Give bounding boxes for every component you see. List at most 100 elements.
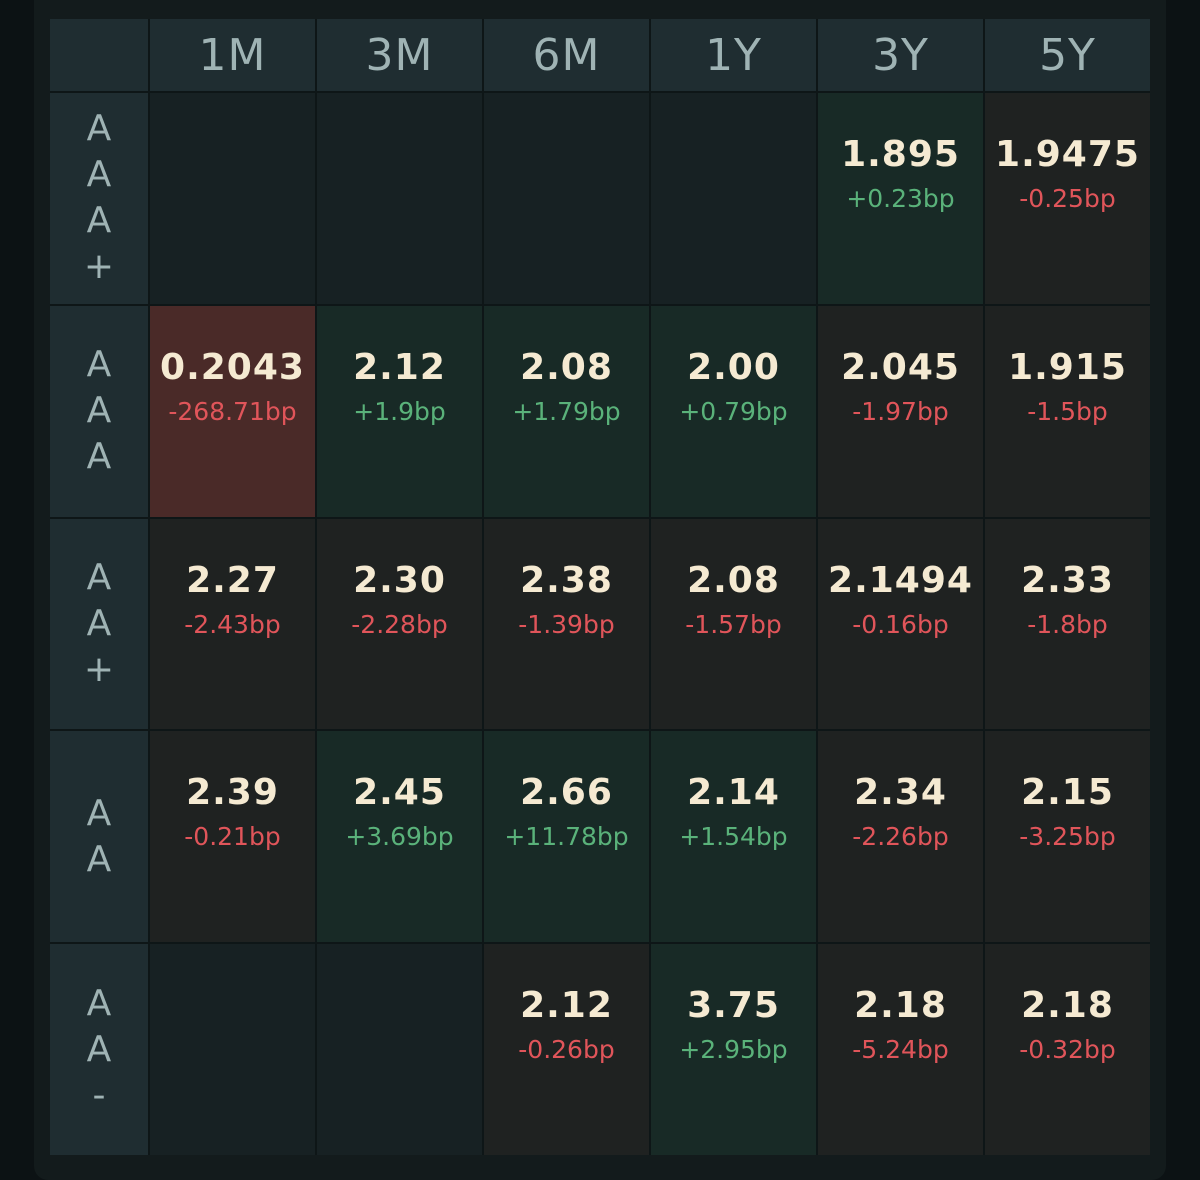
- change-value: +1.9bp: [353, 396, 446, 426]
- change-value: -2.43bp: [184, 609, 281, 639]
- yield-value: 2.27: [186, 559, 279, 601]
- grid-corner: [50, 19, 148, 91]
- rating-char: -: [92, 1074, 106, 1116]
- column-header-5y[interactable]: 5Y: [985, 19, 1150, 91]
- rating-char: A: [86, 1028, 112, 1070]
- yield-cell[interactable]: 2.33 -1.8bp: [985, 518, 1150, 730]
- rating-char: A: [86, 792, 112, 834]
- change-value: -0.26bp: [518, 1035, 615, 1065]
- yield-cell[interactable]: 2.27 -2.43bp: [150, 518, 315, 730]
- rating-char: A: [86, 982, 112, 1024]
- change-value: -3.25bp: [1019, 822, 1116, 852]
- empty-cell: [484, 93, 649, 304]
- yield-value: 3.75: [687, 985, 780, 1027]
- yield-cell[interactable]: 1.915 -1.5bp: [985, 305, 1150, 517]
- yield-value: 2.18: [854, 985, 947, 1027]
- yield-cell[interactable]: 2.00 +0.79bp: [651, 305, 816, 517]
- yield-cell[interactable]: 2.18 -0.32bp: [985, 944, 1150, 1155]
- change-value: -0.25bp: [1019, 184, 1116, 213]
- yield-cell[interactable]: 2.14 +1.54bp: [651, 731, 816, 943]
- yield-matrix-grid: 1M 3M 6M 1Y 3Y 5Y A A A +1.895 +0.23bp 1.9475 -0.25b…: [50, 19, 1150, 1155]
- rating-char: +: [83, 246, 115, 288]
- row-header-aaaplus[interactable]: A A A +: [50, 93, 148, 304]
- rating-char: A: [86, 154, 112, 196]
- change-value: +3.69bp: [345, 822, 454, 852]
- yield-cell[interactable]: 2.39 -0.21bp: [150, 731, 315, 943]
- yield-value: 2.30: [353, 559, 446, 601]
- change-value: +0.79bp: [679, 396, 788, 426]
- column-header-3m[interactable]: 3M: [317, 19, 482, 91]
- yield-value: 1.915: [1008, 346, 1127, 388]
- yield-value: 0.2043: [160, 346, 305, 388]
- empty-cell: [317, 93, 482, 304]
- yield-cell[interactable]: 2.45 +3.69bp: [317, 731, 482, 943]
- yield-value: 2.14: [687, 772, 780, 814]
- yield-value: 2.00: [687, 346, 780, 388]
- empty-cell: [150, 944, 315, 1155]
- change-value: +1.79bp: [512, 396, 621, 426]
- yield-cell[interactable]: 2.08 +1.79bp: [484, 305, 649, 517]
- yield-value: 2.18: [1021, 985, 1114, 1027]
- yield-cell[interactable]: 2.045 -1.97bp: [818, 305, 983, 517]
- empty-cell: [150, 93, 315, 304]
- empty-cell: [651, 93, 816, 304]
- yield-value: 2.33: [1021, 559, 1114, 601]
- yield-cell[interactable]: 2.66 +11.78bp: [484, 731, 649, 943]
- rating-char: A: [86, 108, 112, 150]
- yield-value: 2.1494: [828, 559, 973, 601]
- change-value: +1.54bp: [679, 822, 788, 852]
- rating-char: A: [86, 390, 112, 432]
- yield-value: 2.08: [687, 559, 780, 601]
- yield-cell[interactable]: 2.38 -1.39bp: [484, 518, 649, 730]
- rating-char: A: [86, 602, 112, 644]
- yield-cell[interactable]: 2.34 -2.26bp: [818, 731, 983, 943]
- rating-char: A: [86, 436, 112, 478]
- yield-cell[interactable]: 2.30 -2.28bp: [317, 518, 482, 730]
- yield-cell[interactable]: 2.12 -0.26bp: [484, 944, 649, 1155]
- empty-cell: [317, 944, 482, 1155]
- rating-char: A: [86, 838, 112, 880]
- yield-cell[interactable]: 1.895 +0.23bp: [818, 93, 983, 304]
- yield-value: 1.895: [841, 134, 960, 175]
- column-header-3y[interactable]: 3Y: [818, 19, 983, 91]
- yield-cell[interactable]: 2.15 -3.25bp: [985, 731, 1150, 943]
- yield-cell[interactable]: 3.75 +2.95bp: [651, 944, 816, 1155]
- change-value: -5.24bp: [852, 1035, 949, 1065]
- change-value: +11.78bp: [504, 822, 629, 852]
- rating-char: A: [86, 200, 112, 242]
- change-value: -0.16bp: [852, 609, 949, 639]
- rating-char: A: [86, 344, 112, 386]
- row-header-aaplus[interactable]: A A +: [50, 518, 148, 730]
- yield-value: 2.045: [841, 346, 960, 388]
- yield-cell[interactable]: 1.9475 -0.25bp: [985, 93, 1150, 304]
- yield-value: 2.66: [520, 772, 613, 814]
- change-value: +0.23bp: [846, 184, 955, 213]
- yield-cell[interactable]: 0.2043 -268.71bp: [150, 305, 315, 517]
- yield-value: 2.45: [353, 772, 446, 814]
- yield-value: 2.08: [520, 346, 613, 388]
- yield-value: 2.15: [1021, 772, 1114, 814]
- change-value: -1.97bp: [852, 396, 949, 426]
- yield-cell[interactable]: 2.12 +1.9bp: [317, 305, 482, 517]
- change-value: -1.39bp: [518, 609, 615, 639]
- column-header-1y[interactable]: 1Y: [651, 19, 816, 91]
- yield-cell[interactable]: 2.18 -5.24bp: [818, 944, 983, 1155]
- change-value: -1.8bp: [1027, 609, 1108, 639]
- yield-value: 2.38: [520, 559, 613, 601]
- column-header-1m[interactable]: 1M: [150, 19, 315, 91]
- yield-value: 2.34: [854, 772, 947, 814]
- change-value: -2.26bp: [852, 822, 949, 852]
- yield-cell[interactable]: 2.1494 -0.16bp: [818, 518, 983, 730]
- change-value: -0.32bp: [1019, 1035, 1116, 1065]
- yield-value: 2.12: [520, 985, 613, 1027]
- rating-char: A: [86, 556, 112, 598]
- change-value: -1.5bp: [1027, 396, 1108, 426]
- change-value: -2.28bp: [351, 609, 448, 639]
- change-value: +2.95bp: [679, 1035, 788, 1065]
- column-header-6m[interactable]: 6M: [484, 19, 649, 91]
- change-value: -0.21bp: [184, 822, 281, 852]
- yield-cell[interactable]: 2.08 -1.57bp: [651, 518, 816, 730]
